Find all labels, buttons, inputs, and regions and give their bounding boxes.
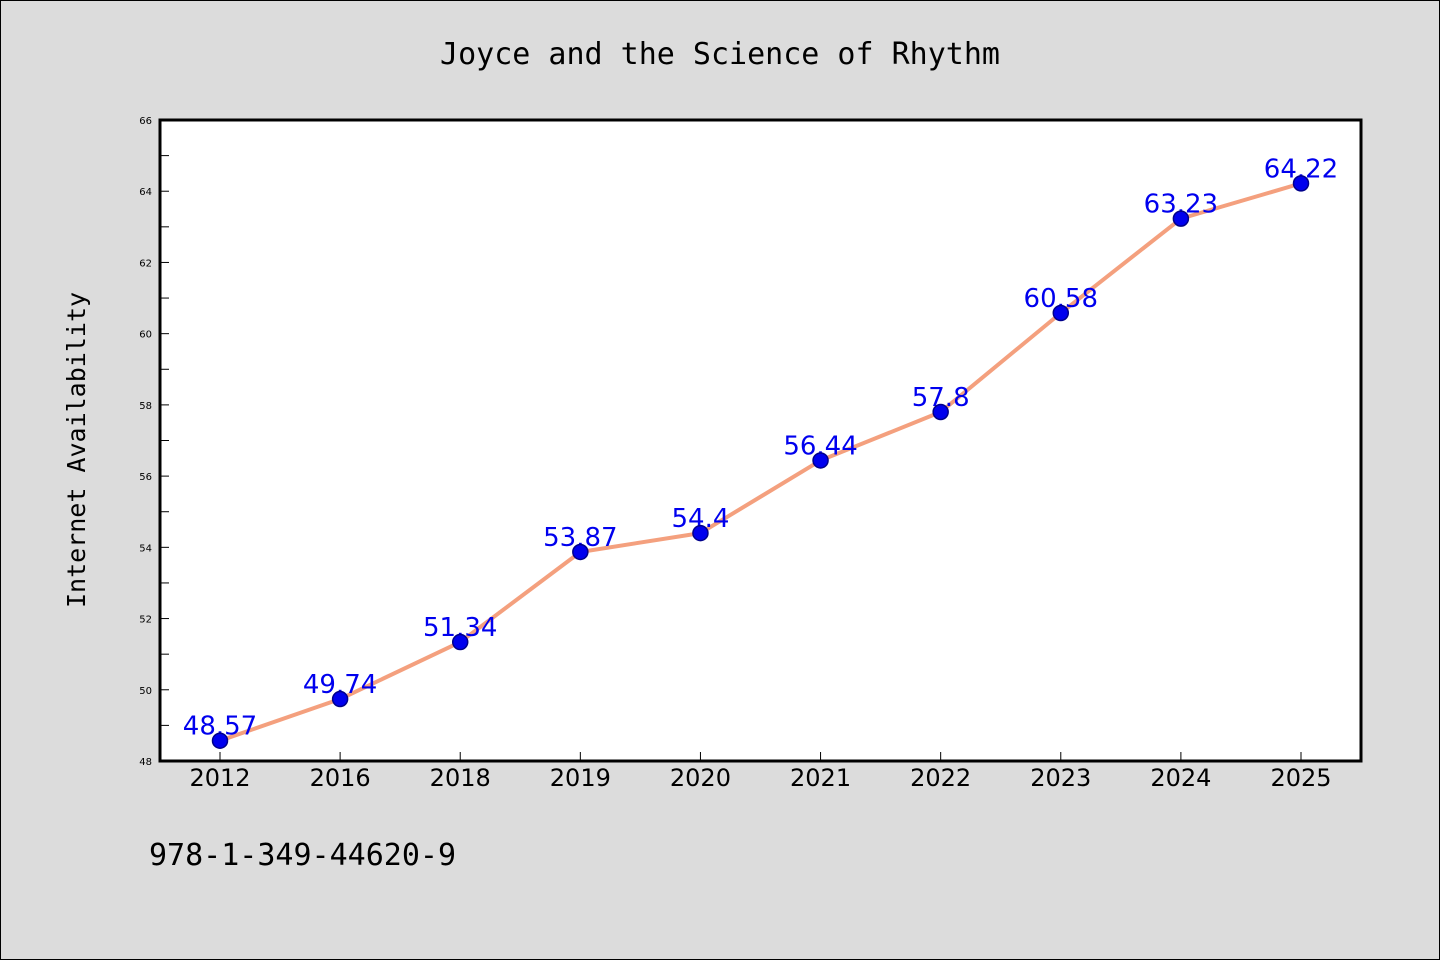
y-tick-label-60: 60	[139, 330, 152, 341]
data-point-2020	[692, 524, 709, 542]
y-tick-label-56: 56	[139, 472, 152, 483]
data-point-2024	[1172, 210, 1190, 227]
x-tick-label-2020: 2020	[670, 764, 731, 792]
data-point-2025	[1292, 175, 1310, 192]
y-tick-label-64: 64	[139, 187, 152, 198]
data-point-2021	[812, 452, 829, 469]
x-tick-label-2024: 2024	[1150, 764, 1211, 792]
x-tick-label-2019: 2019	[550, 764, 611, 792]
data-point-2016	[331, 690, 349, 708]
isbn-text: 978-1-349-44620-9	[149, 838, 456, 873]
series-layer: 48.5749.7451.3453.8754.456.4457.860.5863…	[183, 154, 1338, 749]
x-tick-label-2022: 2022	[910, 764, 971, 792]
x-axis-ticks: 2012 2016 2018 2019 2020 2021 2022 2023 2024 2025	[189, 752, 1332, 792]
x-tick-label-2018: 2018	[430, 764, 491, 792]
x-tick-label-2012: 2012	[189, 764, 250, 792]
x-tick-label-2021: 2021	[790, 764, 851, 792]
y-tick-label-58: 58	[139, 401, 152, 412]
data-point-2023	[1052, 304, 1070, 322]
data-point-2019	[572, 543, 589, 561]
x-tick-label-2023: 2023	[1030, 764, 1091, 792]
data-point-2022	[932, 403, 949, 421]
x-tick-label-2016: 2016	[310, 764, 371, 792]
data-point-2018	[451, 633, 469, 651]
y-tick-label-50: 50	[139, 686, 152, 697]
series-line	[218, 181, 1303, 743]
x-tick-label-2025: 2025	[1270, 764, 1331, 792]
data-point-2012	[211, 732, 229, 749]
y-tick-label-54: 54	[139, 543, 152, 554]
plot-area	[158, 118, 1363, 763]
y-tick-label-62: 62	[139, 258, 152, 269]
y-axis-ticks: 48 50 52 54 56 58 60 62 64 66	[139, 116, 169, 768]
y-tick-label-66: 66	[139, 116, 152, 127]
chart-title: Joyce and the Science of Rhythm	[440, 37, 1000, 72]
y-axis-label: Internet Availability	[62, 292, 91, 608]
y-tick-label-48: 48	[139, 757, 152, 768]
y-tick-label-52: 52	[139, 615, 152, 626]
